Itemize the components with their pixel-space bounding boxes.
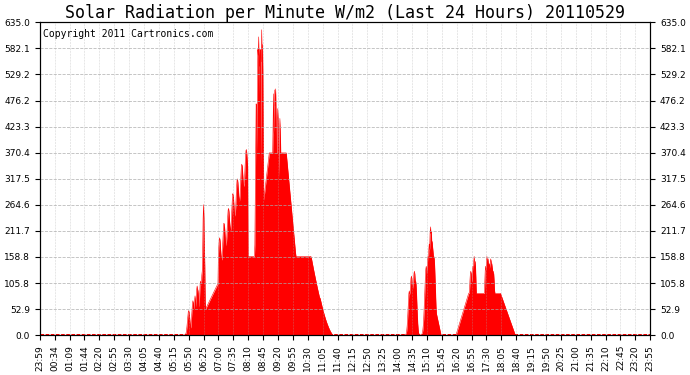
Text: Copyright 2011 Cartronics.com: Copyright 2011 Cartronics.com bbox=[43, 28, 213, 39]
Title: Solar Radiation per Minute W/m2 (Last 24 Hours) 20110529: Solar Radiation per Minute W/m2 (Last 24… bbox=[65, 4, 625, 22]
